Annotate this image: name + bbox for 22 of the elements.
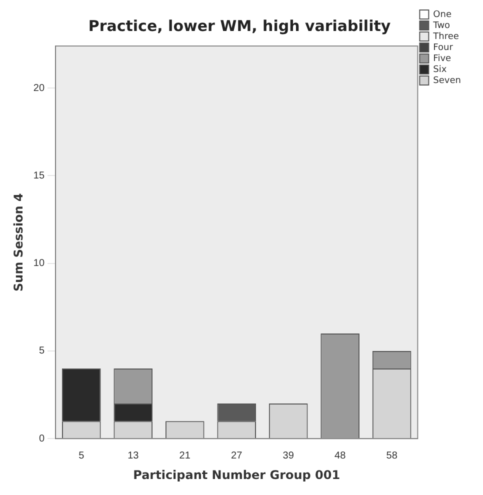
y-tick-label: 5 — [38, 346, 45, 357]
y-axis-title: Sum Session 4 — [11, 193, 26, 292]
legend-label: Three — [432, 32, 460, 42]
legend-label: Four — [433, 42, 454, 53]
x-tick-label: 48 — [334, 450, 346, 462]
y-tick-label: 10 — [33, 258, 45, 270]
x-tick-label: 39 — [282, 450, 294, 462]
legend-label: Two — [432, 20, 451, 31]
legend-label: One — [433, 10, 452, 20]
x-tick-label: 27 — [231, 450, 243, 462]
legend-label: Six — [433, 64, 448, 75]
legend-label: Seven — [433, 76, 462, 86]
x-tick-label: 58 — [386, 450, 398, 462]
legend-label: Five — [433, 54, 452, 64]
x-tick-label: 21 — [179, 450, 191, 462]
x-axis-title: Participant Number Group 001 — [133, 468, 340, 482]
x-tick-label: 13 — [128, 450, 140, 462]
y-tick-label: 20 — [33, 82, 45, 94]
y-tick-label: 15 — [33, 170, 45, 182]
chart-title: Practice, lower WM, high variability — [88, 16, 391, 35]
x-tick-label: 5 — [78, 450, 85, 462]
y-tick-label: 0 — [38, 433, 45, 444]
